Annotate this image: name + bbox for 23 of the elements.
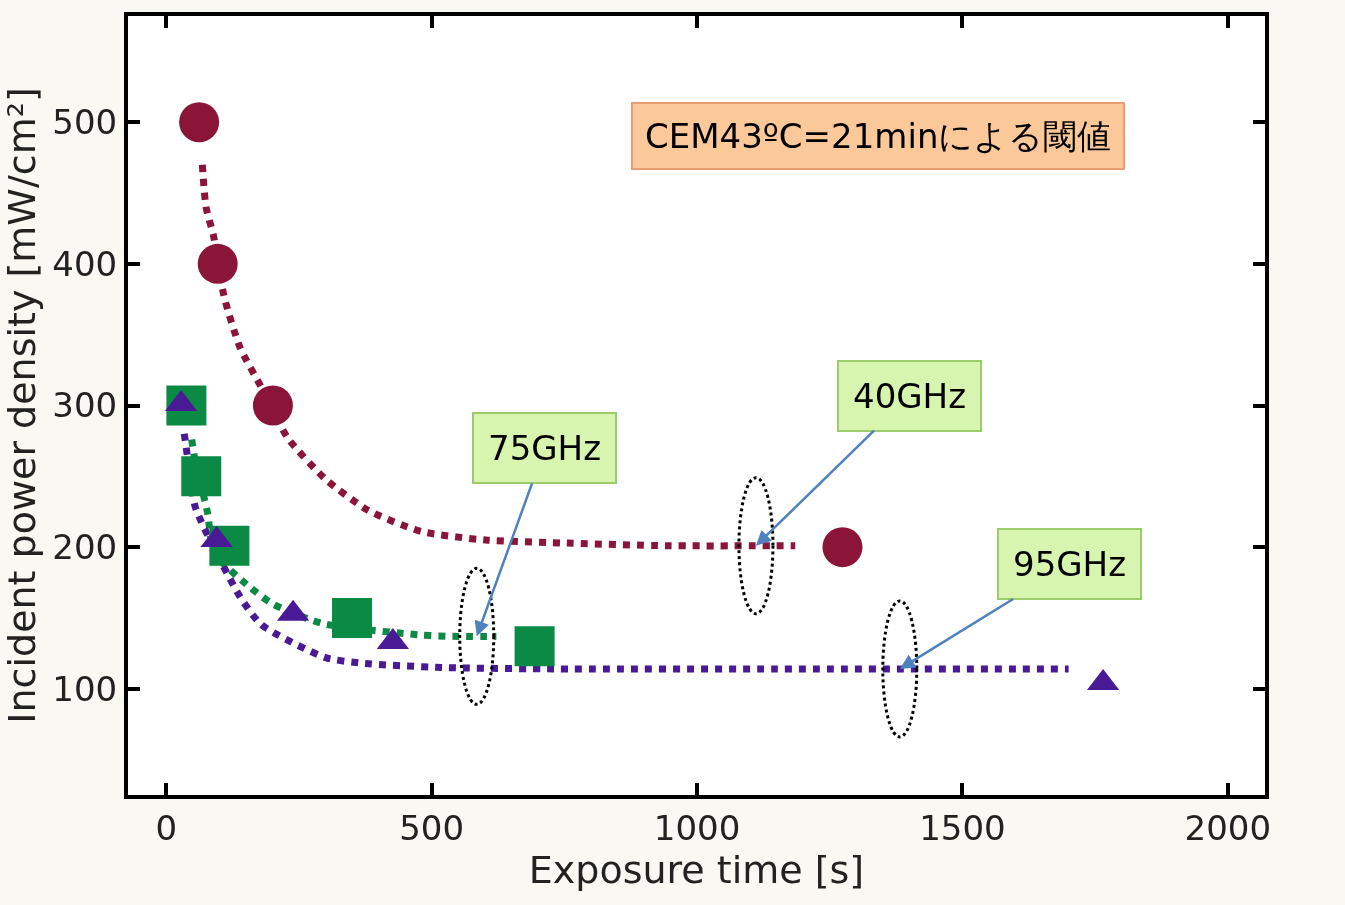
annotation: CEM43ºC=21minによる閾値 — [645, 116, 1112, 156]
point — [181, 456, 222, 497]
point — [179, 102, 220, 143]
y-tick-label: 100 — [52, 668, 118, 709]
annotation: 40GHz — [853, 376, 967, 416]
point — [822, 527, 863, 568]
x-tick-label: 1500 — [919, 807, 1006, 848]
annotation: 95GHz — [1013, 544, 1127, 584]
x-tick-label: 2000 — [1184, 807, 1272, 848]
annotation: 75GHz — [488, 428, 602, 468]
y-tick-label: 500 — [52, 102, 118, 143]
y-tick-label: 300 — [52, 385, 118, 426]
point — [252, 385, 293, 426]
point — [332, 597, 372, 638]
y-axis-title: Incident power density [mW/cm²] — [0, 87, 44, 724]
y-tick-label: 200 — [52, 527, 118, 568]
x-axis-title: Exposure time [s] — [528, 847, 865, 892]
x-tick-label: 1000 — [653, 807, 741, 848]
y-tick-label: 400 — [52, 243, 118, 284]
point — [197, 243, 238, 284]
point — [514, 626, 555, 667]
x-tick-label: 0 — [155, 807, 178, 848]
x-tick-label: 500 — [399, 807, 465, 848]
